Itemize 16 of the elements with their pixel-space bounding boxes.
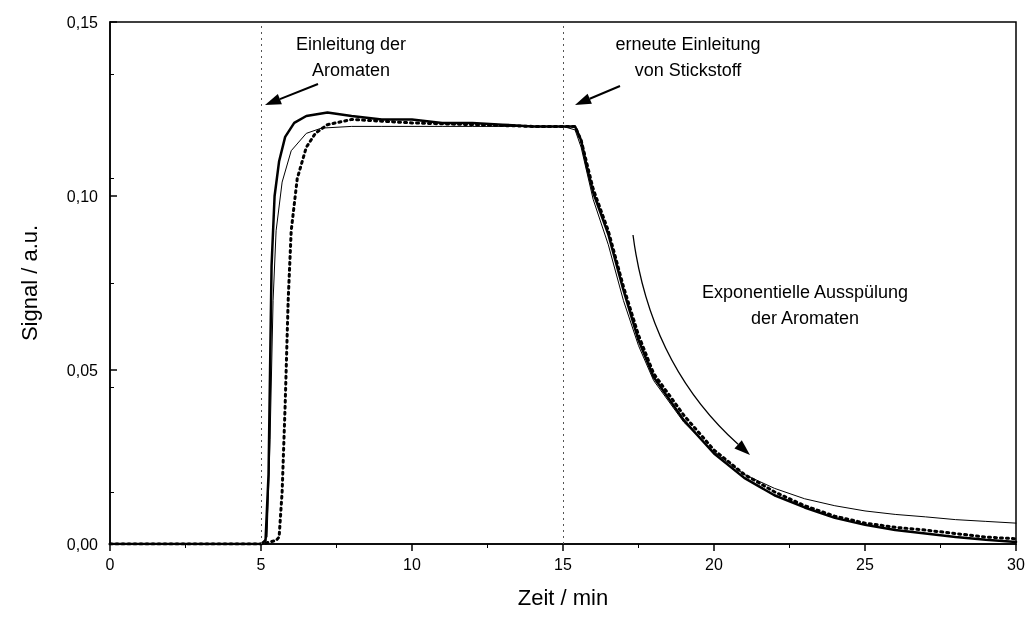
y-tick-label: 0,15 [66,13,99,31]
x-tick-label: 10 [403,555,421,573]
x-axis-title: Zeit / min [517,584,609,610]
annotation: Exponentielle Ausspülung der Aromaten [701,282,909,328]
x-tick-label: 15 [554,555,572,573]
y-tick-label: 0,00 [66,535,99,553]
x-tick-label: 5 [256,555,266,573]
x-tick-label: 30 [1007,555,1025,573]
annotation: erneute Einleitung von Stickstoff [615,34,761,80]
y-tick-label: 0,05 [66,361,99,379]
y-axis-title: Signal / a.u. [16,224,42,342]
x-tick-label: 0 [105,555,115,573]
y-tick-label: 0,10 [66,187,99,205]
x-tick-label: 25 [856,555,874,573]
x-tick-label: 20 [705,555,723,573]
annotation: Einleitung der Aromaten [295,34,407,80]
